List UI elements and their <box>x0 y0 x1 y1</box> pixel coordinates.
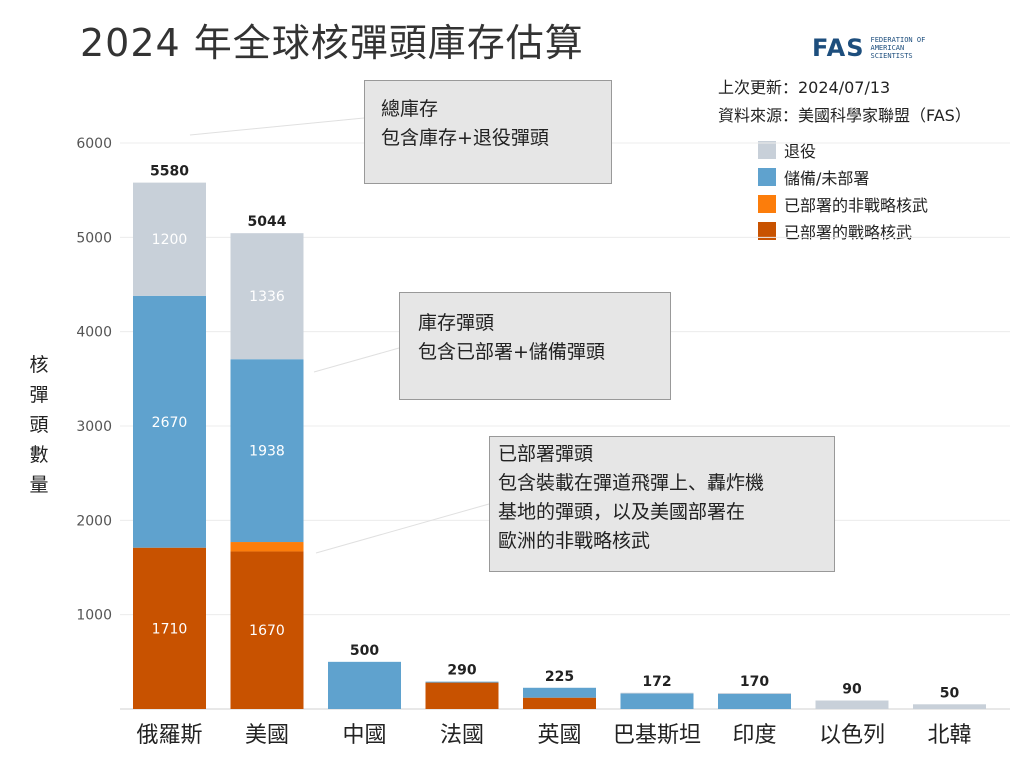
bar-total-label: 90 <box>842 682 862 698</box>
bar-segment <box>133 295 206 548</box>
bar-segment <box>523 687 596 698</box>
x-category-label: 美國 <box>245 723 289 748</box>
y-tick-label: 4000 <box>76 325 112 341</box>
legend: 退役儲備/未部署已部署的非戰略核武 已部署的戰略核武 <box>758 136 928 244</box>
bar-segment <box>718 693 791 709</box>
callout-deployed-line4: 歐洲的非戰略核武 <box>498 530 651 552</box>
legend-item: 儲備/未部署 <box>758 163 928 190</box>
legend-swatch <box>758 221 776 240</box>
bar-segment <box>133 182 206 296</box>
bar-segment <box>913 704 986 709</box>
bar-segment-label: 1670 <box>249 623 285 639</box>
legend-swatch <box>758 194 776 213</box>
y-tick-label: 2000 <box>76 513 112 529</box>
callout-stockpile-line2: 包含已部署+儲備彈頭 <box>418 341 605 363</box>
bar-total-label: 290 <box>447 663 476 679</box>
bar-total-label: 172 <box>642 674 671 690</box>
last-updated: 上次更新：2024/07/13 <box>718 78 891 97</box>
y-axis-label-char: 核 <box>29 354 49 376</box>
legend-label: 儲備/未部署 <box>784 168 870 188</box>
bar-segment <box>815 700 889 709</box>
callout-stockpile: 庫存彈頭 包含已部署+儲備彈頭 <box>399 292 671 400</box>
x-category-label: 以色列 <box>819 723 885 748</box>
callout-deployed-line2: 包含裝載在彈道飛彈上、轟炸機 <box>498 472 765 494</box>
fas-logo-subtitle: FEDERATION OF AMERICAN SCIENTISTS <box>870 36 926 60</box>
y-tick-label: 5000 <box>76 230 112 246</box>
x-category-label: 俄羅斯 <box>136 723 202 748</box>
bar-segment-label: 2670 <box>152 415 188 431</box>
legend-item: 退役 <box>758 136 928 163</box>
bar-segment <box>425 682 499 709</box>
callout-leader <box>315 503 490 554</box>
y-axis-label-char: 頭 <box>29 414 49 436</box>
y-tick-label: 6000 <box>76 136 112 152</box>
bar-segment <box>328 661 401 709</box>
bar-total-label: 500 <box>350 643 379 659</box>
bar-segment-label: 1200 <box>152 232 188 248</box>
y-axis-label-char: 彈 <box>29 384 49 406</box>
legend-label: 已部署的戰略核武 <box>784 222 913 242</box>
fas-logo: FAS FEDERATION OF AMERICAN SCIENTISTS <box>812 34 941 62</box>
bar-segment <box>133 547 206 709</box>
legend-item: 已部署的非戰略核武 <box>758 190 928 217</box>
callout-total-line2: 包含庫存+退役彈頭 <box>381 127 549 149</box>
data-source: 資料來源：美國科學家聯盟（FAS） <box>718 106 971 125</box>
bar-total-label: 50 <box>940 685 960 701</box>
bar-segment <box>230 359 304 543</box>
legend-label: 已部署的非戰略核武 <box>784 195 929 215</box>
x-category-label: 北韓 <box>927 723 971 748</box>
fas-logo-mark: FAS <box>812 34 865 62</box>
x-category-label: 英國 <box>537 723 581 748</box>
callout-total: 總庫存 包含庫存+退役彈頭 <box>364 80 612 184</box>
bar-segment <box>620 692 694 709</box>
callout-leader <box>189 117 365 136</box>
callout-total-line1: 總庫存 <box>381 98 439 120</box>
bar-segment <box>230 551 304 709</box>
legend-swatch <box>758 167 776 186</box>
x-category-label: 法國 <box>440 723 484 748</box>
bar-total-label: 5580 <box>150 164 189 180</box>
callout-deployed: 已部署彈頭 包含裝載在彈道飛彈上、轟炸機 基地的彈頭，以及美國部署在 歐洲的非戰… <box>489 436 835 572</box>
y-tick-label: 1000 <box>76 608 112 624</box>
y-axis-label-char: 量 <box>29 474 49 496</box>
bar-segment <box>523 697 596 709</box>
bar-segment-label: 1710 <box>152 621 188 637</box>
bar-segment <box>230 542 304 552</box>
bar-segment <box>425 681 499 683</box>
bar-segment-label: 1938 <box>249 444 285 460</box>
bar-segment <box>230 233 304 360</box>
y-axis-label: 核彈頭數量 <box>28 350 50 500</box>
bar-segment <box>620 692 694 694</box>
y-tick-label: 3000 <box>76 419 112 435</box>
legend-swatch <box>758 140 776 159</box>
callout-leader <box>313 347 400 373</box>
legend-item: 已部署的戰略核武 <box>758 217 928 244</box>
bar-segment-label: 1336 <box>249 289 285 305</box>
chart-title: 2024 年全球核彈頭庫存估算 <box>80 21 584 65</box>
callout-deployed-line1: 已部署彈頭 <box>498 443 594 465</box>
x-category-label: 印度 <box>732 723 776 748</box>
callout-deployed-line3: 基地的彈頭，以及美國部署在 <box>498 501 746 523</box>
bar-total-label: 170 <box>740 674 769 690</box>
x-category-label: 巴基斯坦 <box>613 723 701 748</box>
legend-label: 退役 <box>784 141 817 161</box>
y-axis-label-char: 數 <box>29 444 49 466</box>
bar-total-label: 5044 <box>248 214 287 230</box>
bar-total-label: 225 <box>545 669 574 685</box>
callout-stockpile-line1: 庫存彈頭 <box>418 312 495 334</box>
x-category-label: 中國 <box>342 723 386 748</box>
bar-segment <box>718 692 791 694</box>
